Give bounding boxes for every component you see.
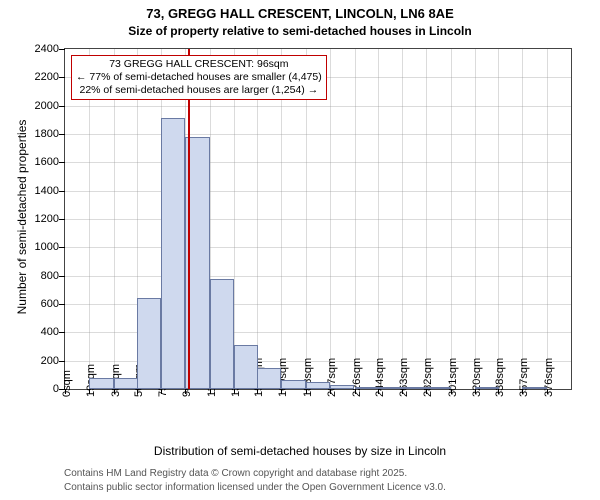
ytick-mark [59, 191, 65, 192]
ytick-mark [59, 219, 65, 220]
gridline-h [65, 191, 571, 192]
xaxis-label: Distribution of semi-detached houses by … [0, 444, 600, 458]
xtick-mark [522, 389, 523, 394]
ytick-mark [59, 332, 65, 333]
gridline-h [65, 247, 571, 248]
gridline-v [402, 49, 403, 389]
ytick-mark [59, 49, 65, 50]
histogram-bar [330, 385, 354, 389]
xtick-mark [402, 389, 403, 394]
xtick-label: 226sqm [351, 358, 363, 397]
xtick-label: 376sqm [543, 358, 555, 397]
xtick-mark [257, 389, 258, 394]
histogram-bar [89, 378, 113, 389]
xtick-label: 338sqm [494, 358, 506, 397]
xtick-label: 282sqm [422, 358, 434, 397]
ytick-mark [59, 276, 65, 277]
xtick-label: 301sqm [447, 358, 459, 397]
xtick-mark [234, 389, 235, 394]
gridline-h [65, 219, 571, 220]
gridline-v [330, 49, 331, 389]
footer-line1: Contains HM Land Registry data © Crown c… [64, 468, 407, 479]
gridline-v [451, 49, 452, 389]
xtick-mark [355, 389, 356, 394]
xtick-mark [426, 389, 427, 394]
plot-area: 0200400600800100012001400160018002000220… [64, 48, 572, 390]
gridline-v [378, 49, 379, 389]
gridline-v [522, 49, 523, 389]
gridline-h [65, 134, 571, 135]
annotation-line3: 22% of semi-detached houses are larger (… [76, 84, 322, 97]
ytick-mark [59, 304, 65, 305]
histogram-bar [161, 118, 185, 389]
histogram-bar [281, 380, 305, 389]
xtick-mark [547, 389, 548, 394]
xtick-mark [330, 389, 331, 394]
xtick-mark [306, 389, 307, 394]
xtick-mark [498, 389, 499, 394]
histogram-bar [137, 298, 161, 389]
xtick-mark [281, 389, 282, 394]
histogram-bar [114, 378, 138, 389]
xtick-label: 263sqm [398, 358, 410, 397]
gridline-h [65, 162, 571, 163]
xtick-label: 357sqm [518, 358, 530, 397]
xtick-mark [114, 389, 115, 394]
xtick-mark [185, 389, 186, 394]
xtick-label: 188sqm [302, 358, 314, 397]
histogram-bar [210, 279, 234, 390]
annotation-line1: 73 GREGG HALL CRESCENT: 96sqm [76, 58, 322, 71]
histogram-bar [257, 368, 281, 389]
ytick-mark [59, 361, 65, 362]
xtick-mark [65, 389, 66, 394]
chart-title-line2: Size of property relative to semi-detach… [0, 24, 600, 38]
histogram-bar [306, 382, 330, 389]
xtick-mark [210, 389, 211, 394]
gridline-v [498, 49, 499, 389]
xtick-mark [378, 389, 379, 394]
xtick-mark [137, 389, 138, 394]
gridline-h [65, 276, 571, 277]
gridline-v [547, 49, 548, 389]
chart-title-line1: 73, GREGG HALL CRESCENT, LINCOLN, LN6 8A… [0, 6, 600, 21]
histogram-bar [234, 345, 258, 389]
xtick-label: 0sqm [61, 370, 73, 397]
xtick-label: 244sqm [374, 358, 386, 397]
xtick-mark [475, 389, 476, 394]
histogram-bar [475, 387, 499, 389]
xtick-mark [451, 389, 452, 394]
ytick-mark [59, 247, 65, 248]
gridline-v [355, 49, 356, 389]
histogram-bar [426, 387, 450, 389]
xtick-mark [89, 389, 90, 394]
histogram-bar [522, 387, 546, 389]
ytick-mark [59, 106, 65, 107]
histogram-bar [378, 387, 402, 389]
annotation-line2: ← 77% of semi-detached houses are smalle… [76, 71, 322, 84]
xtick-mark [161, 389, 162, 394]
ytick-mark [59, 134, 65, 135]
ytick-mark [59, 77, 65, 78]
gridline-v [475, 49, 476, 389]
gridline-v [426, 49, 427, 389]
xtick-label: 320sqm [471, 358, 483, 397]
ytick-mark [59, 162, 65, 163]
xtick-label: 207sqm [326, 358, 338, 397]
footer-line2: Contains public sector information licen… [64, 482, 446, 493]
yaxis-label: Number of semi-detached properties [15, 107, 29, 327]
gridline-h [65, 106, 571, 107]
annotation-box: 73 GREGG HALL CRESCENT: 96sqm← 77% of se… [71, 55, 327, 100]
histogram-bar [402, 387, 426, 389]
histogram-bar [355, 387, 379, 389]
